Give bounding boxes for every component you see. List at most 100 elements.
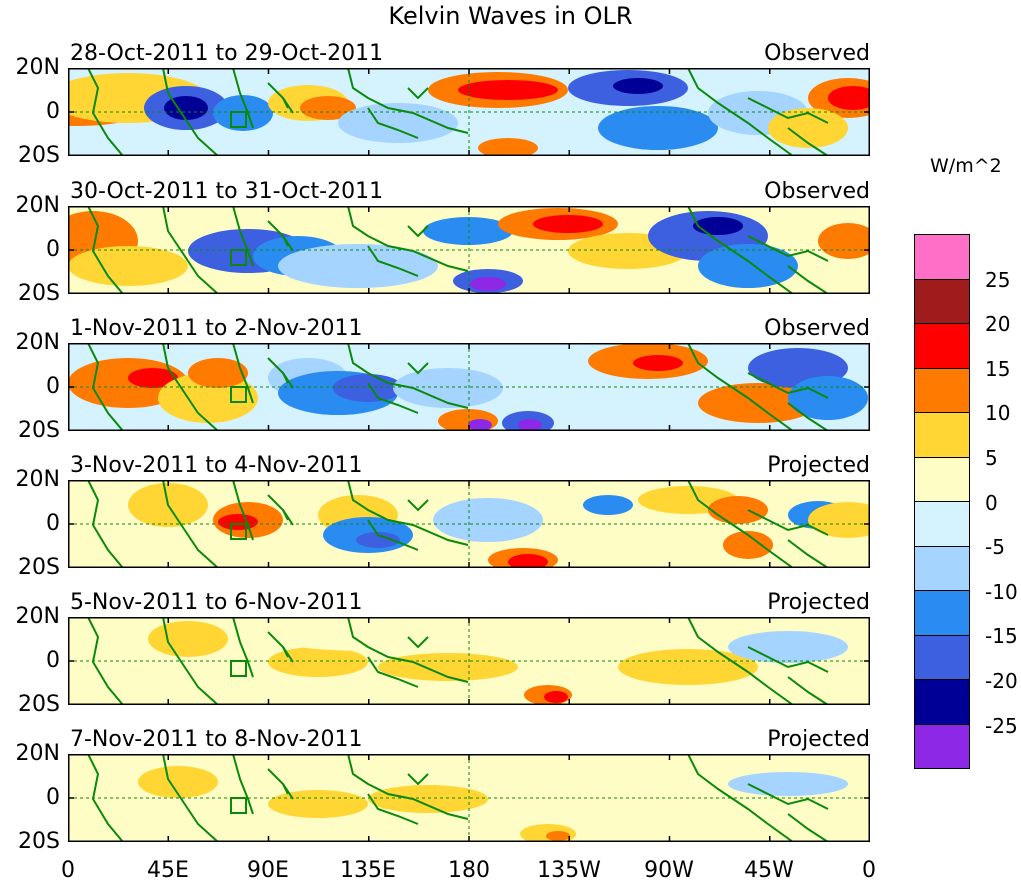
olr-anomaly-0	[148, 621, 228, 657]
olr-anomaly-0	[138, 766, 218, 798]
coastline-0	[87, 617, 124, 705]
colorbar-swatch-2	[914, 323, 970, 369]
coastline-10	[787, 127, 829, 156]
panel-date-range-3: 1-Nov-2011 to 2-Nov-2011	[70, 316, 363, 341]
map-panel-1	[68, 68, 870, 156]
colorbar-tick-0: 25	[985, 267, 1011, 292]
coastline-0	[87, 480, 124, 568]
map-panel-3	[68, 343, 870, 431]
olr-anomaly-13	[698, 244, 798, 288]
coastline-4	[282, 97, 289, 109]
panel-type-5: Projected	[767, 590, 870, 615]
olr-anomaly-9	[468, 419, 492, 431]
colorbar-swatch-4	[914, 412, 970, 458]
coastline-1	[162, 68, 219, 156]
coastline-5	[347, 754, 469, 820]
olr-anomaly-6	[728, 772, 848, 796]
lon-label-135e: 135E	[340, 858, 396, 883]
olr-anomaly-3	[164, 96, 208, 120]
olr-anomaly-5	[423, 217, 513, 245]
colorbar-units: W/m^2	[930, 155, 1002, 177]
panel-date-range-4: 3-Nov-2011 to 4-Nov-2011	[70, 453, 363, 478]
lat-label-5-2: 20S	[18, 692, 60, 717]
colorbar-swatch-9	[914, 634, 970, 680]
olr-anomaly-7	[268, 623, 468, 651]
coastline-9	[747, 235, 829, 262]
lon-label-135w: 135W	[537, 858, 601, 883]
coastline-1	[162, 754, 219, 842]
lat-label-6-0: 20N	[15, 741, 60, 766]
colorbar-swatch-7	[914, 545, 970, 591]
olr-anomaly-9	[508, 554, 548, 568]
panel-date-range-6: 7-Nov-2011 to 8-Nov-2011	[70, 727, 363, 752]
panel-type-3: Observed	[764, 316, 870, 341]
colorbar-tick-5: 0	[985, 490, 998, 515]
coastline-8	[687, 480, 794, 568]
lat-label-1-0: 20N	[15, 55, 60, 80]
lat-label-2-0: 20N	[15, 193, 60, 218]
colorbar-swatch-6	[914, 501, 970, 547]
olr-anomaly-1	[268, 647, 368, 677]
coastline-0	[87, 68, 124, 156]
coastline-6	[367, 656, 419, 688]
lat-label-3-1: 0	[46, 374, 60, 399]
olr-map-5	[68, 617, 870, 705]
colorbar-swatch-11	[914, 723, 970, 769]
olr-anomaly-7	[583, 495, 633, 515]
coastline-9	[747, 372, 829, 399]
coastline-6	[367, 382, 419, 414]
olr-anomaly-1	[268, 790, 368, 818]
map-panel-6	[68, 754, 870, 842]
coastline-0	[87, 343, 124, 431]
coastline-7	[407, 773, 429, 786]
lon-label-90w: 90W	[644, 858, 694, 883]
olr-map-2	[68, 206, 870, 294]
lat-label-2-1: 0	[46, 237, 60, 262]
coastline-9	[747, 646, 829, 673]
coastline-10	[787, 539, 829, 568]
lat-label-4-0: 20N	[15, 467, 60, 492]
olr-anomaly-12	[693, 217, 743, 235]
olr-anomaly-6	[728, 631, 848, 663]
lat-label-3-2: 20S	[18, 418, 60, 443]
olr-anomaly-6	[433, 498, 543, 542]
olr-anomaly-4	[544, 691, 568, 703]
olr-anomaly-9	[458, 80, 558, 100]
coastline-0	[87, 754, 124, 842]
lat-label-4-1: 0	[46, 511, 60, 536]
coastline-2	[232, 617, 254, 678]
panel-type-2: Observed	[764, 179, 870, 204]
coastline-10	[787, 676, 829, 705]
panel-date-range-1: 28-Oct-2011 to 29-Oct-2011	[70, 41, 384, 66]
coastline-2	[232, 68, 254, 129]
olr-anomaly-2	[378, 653, 518, 681]
colorbar-tick-3: 10	[985, 401, 1011, 426]
olr-anomaly-2	[368, 785, 488, 813]
figure-title: Kelvin Waves in OLR	[388, 2, 633, 30]
coastline-9	[747, 783, 829, 810]
olr-anomaly-9	[470, 277, 506, 291]
coastline-6	[367, 519, 419, 551]
olr-anomaly-11	[518, 419, 542, 431]
olr-anomaly-3	[188, 358, 248, 388]
colorbar-tick-2: 15	[985, 356, 1011, 381]
coastline-7	[407, 225, 429, 238]
olr-map-1	[68, 68, 870, 156]
panel-date-range-2: 30-Oct-2011 to 31-Oct-2011	[70, 179, 384, 204]
olr-anomaly-12	[723, 531, 773, 559]
coastline-9	[747, 97, 829, 124]
lat-label-5-0: 20N	[15, 604, 60, 629]
coastline-5	[347, 68, 469, 134]
olr-anomaly-11	[708, 496, 768, 524]
olr-map-3	[68, 343, 870, 431]
lat-label-1-1: 0	[46, 99, 60, 124]
olr-anomaly-4	[278, 244, 438, 288]
olr-anomaly-7	[338, 103, 458, 143]
olr-anomaly-7	[533, 215, 603, 233]
colorbar-tick-9: -20	[985, 669, 1018, 693]
coastline-1	[162, 343, 219, 431]
coastline-4	[282, 646, 289, 658]
lat-label-5-1: 0	[46, 648, 60, 673]
olr-anomaly-16	[828, 86, 870, 110]
map-panel-2	[68, 206, 870, 294]
